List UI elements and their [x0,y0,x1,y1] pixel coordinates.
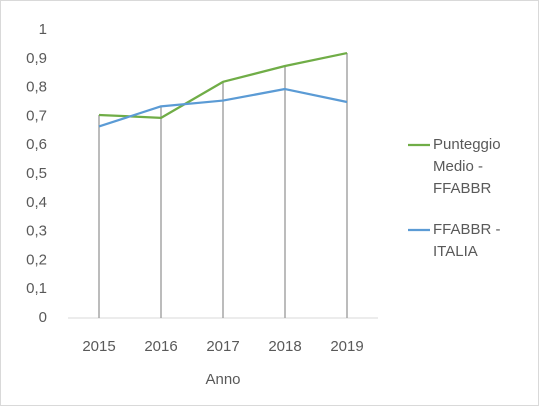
series-line [98,51,348,119]
x-axis-label: Anno [205,371,240,388]
y-tick-label: 0,1 [26,280,47,297]
series-line [98,87,348,128]
y-tick-label: 0 [39,309,47,326]
x-tick-label: 2017 [206,338,239,355]
y-tick-label: 1 [39,21,47,38]
y-tick-label: 0,3 [26,223,47,240]
legend-label: FFABBR - ITALIA [433,221,501,260]
y-tick-label: 0,5 [26,165,47,182]
y-tick-label: 0,6 [26,136,47,153]
x-tick-label: 2018 [268,338,301,355]
x-tick-label: 2015 [82,338,115,355]
x-tick-label: 2019 [330,338,363,355]
x-tick-label: 2016 [144,338,177,355]
y-tick-label: 0,2 [26,251,47,268]
y-tick-label: 0,4 [26,194,47,211]
legend-label: Punteggio Medio - FFABBR [433,136,501,197]
y-tick-label: 0,8 [26,79,47,96]
y-tick-label: 0,7 [26,107,47,124]
y-tick-label: 0,9 [26,50,47,67]
